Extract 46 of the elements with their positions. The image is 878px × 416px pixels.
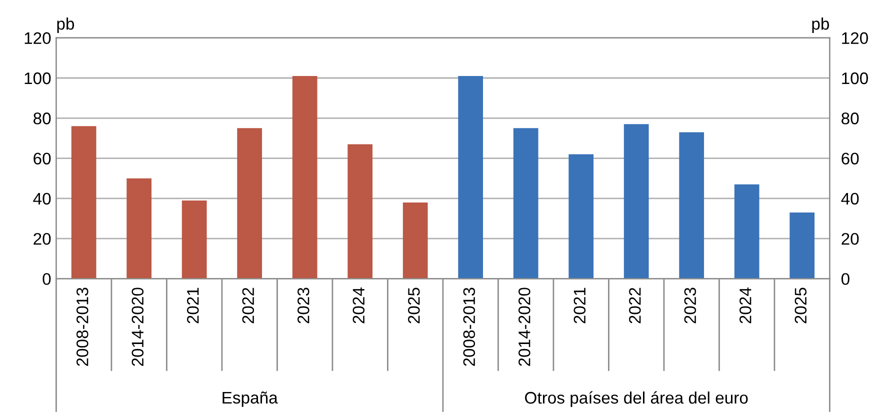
y2-tick-label: 40: [841, 192, 859, 205]
y-axis-title: pb: [57, 18, 74, 34]
bar: [237, 128, 262, 279]
x-tick-label: 2008-2013: [463, 288, 476, 366]
y2-tick-label: 60: [842, 152, 859, 164]
bar: [348, 144, 373, 279]
bar: [568, 154, 594, 279]
bar: [126, 178, 152, 279]
bar: [624, 124, 649, 279]
y2-tick-label: 20: [842, 232, 859, 245]
y2-axis-title: pb: [812, 18, 830, 34]
y2-tick-label: 80: [842, 112, 859, 124]
bar: [679, 132, 704, 279]
x-tick-label: 2025: [408, 288, 420, 324]
y2-tick-label: 120: [842, 32, 868, 44]
x-tick-label: 2021: [574, 288, 586, 324]
text: España: [222, 392, 278, 407]
bar: [734, 184, 760, 279]
x-tick-label: 2024: [352, 288, 365, 324]
bar: [71, 126, 96, 279]
x-tick-label: 2023: [684, 288, 696, 324]
y-tick-label: 120: [24, 32, 51, 44]
bar: [292, 76, 318, 279]
bar: [458, 76, 484, 279]
bar: [402, 202, 428, 279]
y-tick-label: 80: [34, 112, 51, 124]
x-tick-label: 2022: [629, 288, 641, 324]
y-tick-label: 100: [24, 72, 51, 84]
y2-tick-label: 0: [841, 273, 850, 285]
bar: [182, 200, 207, 279]
y2-tick-label: 100: [842, 72, 868, 84]
text: Otros países del área del euro: [525, 391, 748, 408]
x-tick-label: 2014-2020: [518, 288, 530, 366]
y-tick-label: 20: [34, 232, 51, 245]
y-tick-label: 40: [33, 192, 51, 205]
y-tick-label: 0: [42, 273, 51, 285]
x-tick-label: 2022: [242, 288, 254, 324]
x-tick-label: 2008-2013: [76, 288, 88, 366]
x-tick-label: 2024: [740, 288, 752, 324]
y-tick-label: 60: [34, 152, 51, 164]
bar: [790, 212, 815, 279]
x-tick-label: 2014-2020: [132, 288, 144, 366]
bar: [513, 128, 538, 279]
x-tick-label: 2023: [297, 288, 310, 324]
x-tick-label: 2025: [794, 288, 807, 324]
x-tick-label: 2021: [186, 288, 199, 324]
